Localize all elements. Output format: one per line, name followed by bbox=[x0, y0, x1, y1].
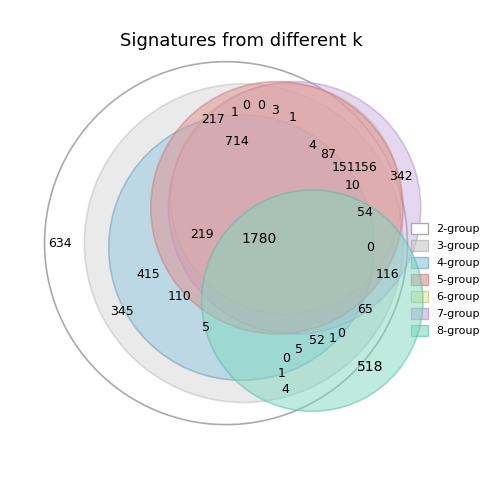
Circle shape bbox=[151, 82, 403, 334]
Text: 0: 0 bbox=[337, 328, 345, 340]
Text: 116: 116 bbox=[375, 268, 399, 281]
Legend: 2-group, 3-group, 4-group, 5-group, 6-group, 7-group, 8-group: 2-group, 3-group, 4-group, 5-group, 6-gr… bbox=[407, 219, 484, 341]
Circle shape bbox=[84, 84, 403, 403]
Text: 0: 0 bbox=[282, 352, 290, 365]
Text: 0: 0 bbox=[366, 241, 374, 254]
Text: 1: 1 bbox=[328, 332, 336, 345]
Text: 65: 65 bbox=[357, 303, 373, 316]
Text: 0: 0 bbox=[258, 99, 266, 112]
Text: 219: 219 bbox=[190, 228, 214, 241]
Text: 52: 52 bbox=[309, 334, 325, 347]
Text: 110: 110 bbox=[168, 290, 192, 303]
Text: 1: 1 bbox=[288, 110, 296, 123]
Text: 3: 3 bbox=[271, 104, 279, 117]
Text: 1: 1 bbox=[231, 106, 239, 119]
Text: 0: 0 bbox=[242, 99, 250, 112]
Text: 634: 634 bbox=[48, 237, 72, 249]
Text: 217: 217 bbox=[201, 113, 225, 125]
Text: 5: 5 bbox=[295, 343, 303, 356]
Text: 10: 10 bbox=[344, 179, 360, 192]
Circle shape bbox=[202, 190, 423, 411]
Text: 345: 345 bbox=[110, 305, 134, 318]
Text: 518: 518 bbox=[357, 360, 383, 374]
Text: 714: 714 bbox=[225, 135, 249, 148]
Text: 151: 151 bbox=[332, 161, 355, 174]
Text: 4: 4 bbox=[282, 383, 290, 396]
Text: 342: 342 bbox=[389, 170, 413, 183]
Text: 54: 54 bbox=[357, 206, 373, 219]
Text: 4: 4 bbox=[308, 139, 316, 152]
Text: 1: 1 bbox=[277, 367, 285, 380]
Circle shape bbox=[171, 84, 401, 314]
Text: 5: 5 bbox=[202, 321, 210, 334]
Title: Signatures from different k: Signatures from different k bbox=[120, 32, 363, 50]
Text: 415: 415 bbox=[137, 268, 160, 281]
Text: 1780: 1780 bbox=[241, 232, 277, 246]
Text: 156: 156 bbox=[353, 161, 377, 174]
Text: 87: 87 bbox=[320, 148, 336, 161]
Circle shape bbox=[109, 115, 374, 381]
Circle shape bbox=[168, 82, 421, 334]
